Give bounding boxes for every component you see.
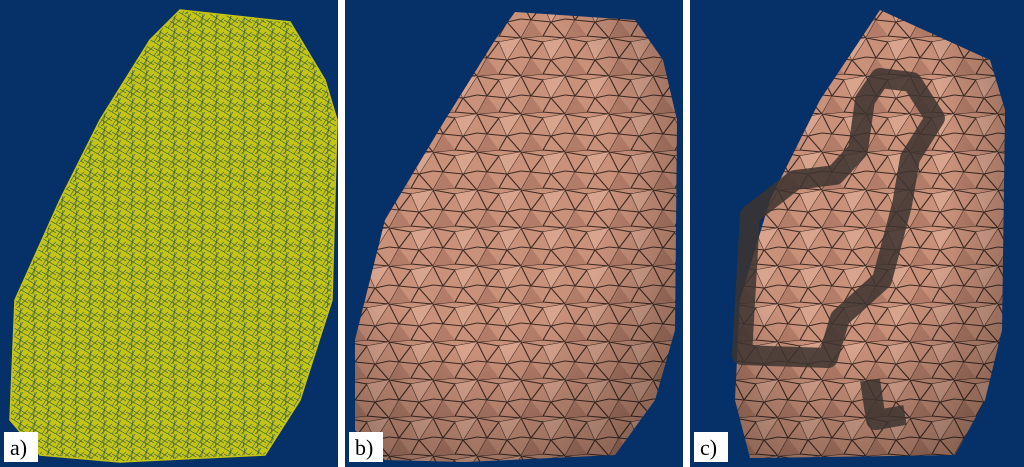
panel-c: c) — [690, 0, 1024, 467]
panel-label: a) — [10, 435, 27, 460]
panel-label: b) — [355, 435, 373, 460]
figure: a) b) c) — [0, 0, 1024, 467]
panel-b: b) — [345, 0, 683, 467]
panel-label: c) — [700, 435, 717, 460]
panel-a: a) — [0, 0, 338, 467]
